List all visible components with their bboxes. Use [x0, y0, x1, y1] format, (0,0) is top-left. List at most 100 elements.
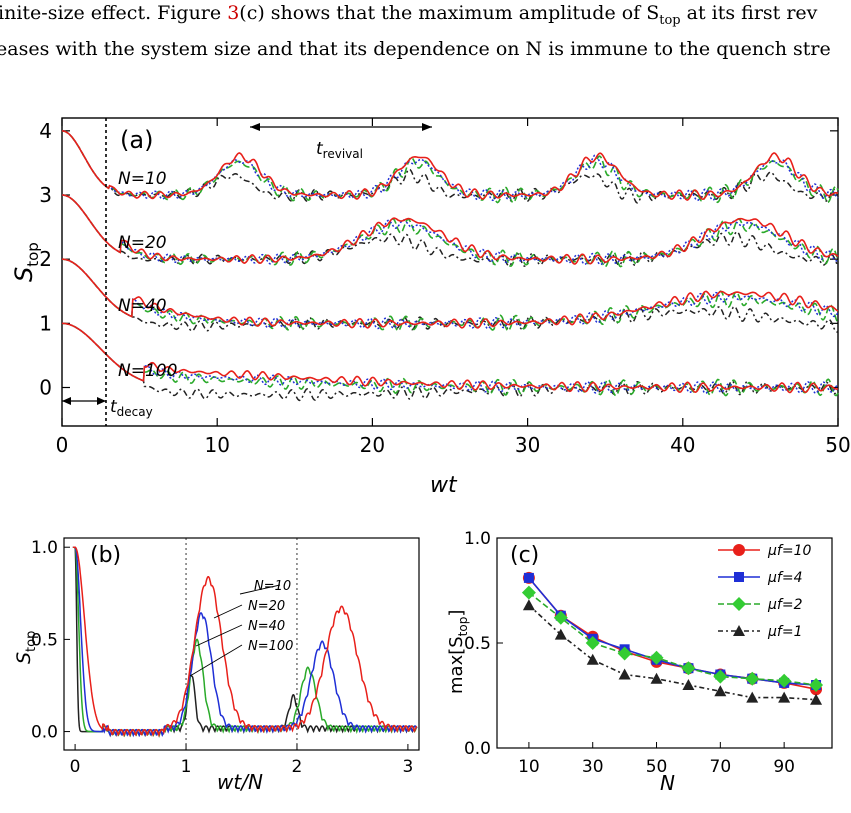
y-tick-label: 0.5 [464, 634, 491, 654]
label-arrow [195, 624, 243, 647]
marker-triangle [714, 685, 727, 697]
panel-b-arrows: N=10 N=20 N=40 N=100 [189, 579, 293, 677]
marker-diamond [809, 678, 824, 692]
annotation-n20: N=20 [118, 233, 167, 253]
panel-b-label: (b) [90, 543, 121, 568]
marker-square [734, 572, 744, 582]
panel-a-label: (a) [120, 126, 153, 154]
x-tick-label: 50 [825, 433, 850, 457]
panel-a-ylabel: Stop [10, 242, 42, 282]
x-tick-label: 1 [181, 757, 192, 777]
x-tick-label: 40 [670, 433, 695, 457]
series-line-green [528, 591, 817, 686]
series-line-green [62, 258, 839, 332]
figure-ref-link[interactable]: 3 [227, 2, 240, 24]
panel-a-frame [61, 117, 839, 427]
decay-label: tdecay [110, 397, 153, 419]
y-tick-label: 1.0 [31, 538, 58, 558]
series-line-black [62, 194, 839, 268]
marker-diamond [732, 597, 746, 611]
marker-circle [733, 544, 745, 556]
panel-b-ylabel: Stop [13, 631, 39, 664]
marker-diamond [553, 610, 568, 625]
panel-a-ticks: 0 10 20 30 40 50 0 1 2 3 4 [39, 118, 851, 457]
legend-label: μf=1 [767, 624, 802, 640]
x-tick-label: 30 [582, 757, 604, 777]
marker-triangle [778, 691, 791, 703]
panel-c-series [521, 571, 824, 705]
marker-triangle [810, 693, 823, 705]
y-tick-label: 1.0 [464, 529, 491, 549]
marker-triangle [522, 599, 535, 611]
marker-triangle [586, 653, 599, 665]
marker-triangle [618, 668, 631, 680]
panel-b-frame [63, 537, 420, 751]
panel-b-xlabel: wt/N [217, 770, 263, 794]
caption-text-2: (c) shows that the maximum amplitude of … [239, 2, 660, 24]
series-line-blue [61, 130, 839, 202]
panel-c-label: (c) [510, 543, 539, 568]
decay-arrowheads [62, 397, 106, 405]
caption-line-1: inite-size effect. Figure 3(c) shows tha… [0, 0, 817, 34]
y-tick-label: 4 [39, 119, 52, 143]
revival-label: trevival [316, 139, 363, 161]
marker-diamond [745, 671, 760, 686]
y-tick-label: 0.0 [464, 739, 491, 759]
panel-c-ticks: 10 30 50 70 90 0.0 0.5 1.0 [464, 529, 795, 777]
legend-label: μf=4 [767, 570, 802, 586]
series-line-black [72, 546, 418, 738]
arrow-label: N=20 [248, 599, 285, 614]
y-tick-label: 0.5 [31, 630, 58, 650]
panel-b-ticks: 0 1 2 3 0.0 0.5 1.0 [31, 538, 413, 777]
series-line-blue [62, 194, 839, 266]
x-tick-label: 70 [710, 757, 732, 777]
panel-b: 0 1 2 3 0.0 0.5 1.0 (b) N=10 N=20 N=40 N=100 wt/N… [13, 537, 420, 794]
marker-triangle [554, 628, 567, 640]
y-tick-label: 1 [39, 311, 52, 335]
y-tick-label: 2 [39, 247, 52, 271]
legend-label: μf=10 [767, 543, 811, 559]
legend-label: μf=2 [767, 597, 803, 613]
marker-diamond [681, 661, 696, 676]
label-arrow [213, 604, 243, 619]
series-line-red [62, 194, 839, 265]
marker-triangle [733, 625, 745, 636]
series-line-red [72, 546, 418, 738]
x-tick-label: 0 [56, 433, 69, 457]
x-tick-label: 10 [518, 757, 540, 777]
x-tick-label: 10 [204, 433, 229, 457]
y-tick-label: 0.0 [31, 723, 58, 743]
panel-a: 0 10 20 30 40 50 0 1 2 3 4 (a) trevival tdecay N=1… [10, 117, 851, 498]
series-line-red [61, 130, 839, 201]
series-line-green [61, 130, 839, 204]
x-tick-label: 3 [402, 757, 413, 777]
x-tick-label: 0 [70, 757, 81, 777]
panel-a-xlabel: wt [430, 473, 458, 498]
marker-diamond [777, 673, 792, 688]
caption-text: inite-size effect. Figure 3(c) shows tha… [0, 0, 851, 85]
x-tick-label: 2 [292, 757, 303, 777]
label-arrow [239, 584, 281, 595]
panel-c-xlabel: N [660, 771, 675, 795]
x-tick-label: 30 [515, 433, 540, 457]
label-arrow [189, 644, 243, 677]
marker-diamond [649, 650, 664, 665]
caption-sub: top [659, 12, 681, 28]
marker-diamond [585, 636, 600, 650]
series-line-green [72, 546, 418, 738]
series-line-black [61, 322, 839, 402]
series-line-blue [528, 577, 817, 686]
panel-a-curves [61, 130, 839, 402]
marker-diamond [521, 585, 536, 600]
series-line-red [61, 322, 839, 394]
arrow-label: N=40 [248, 619, 285, 634]
arrow-label: N=10 [254, 579, 291, 594]
caption-text-1: inite-size effect. Figure [0, 2, 228, 24]
marker-square [523, 572, 534, 583]
panel-b-curves [72, 546, 418, 738]
caption-text-3: at its first rev [680, 2, 818, 24]
series-line-black [62, 258, 839, 333]
series-line-blue [62, 258, 839, 330]
arrow-label: N=100 [248, 639, 293, 654]
